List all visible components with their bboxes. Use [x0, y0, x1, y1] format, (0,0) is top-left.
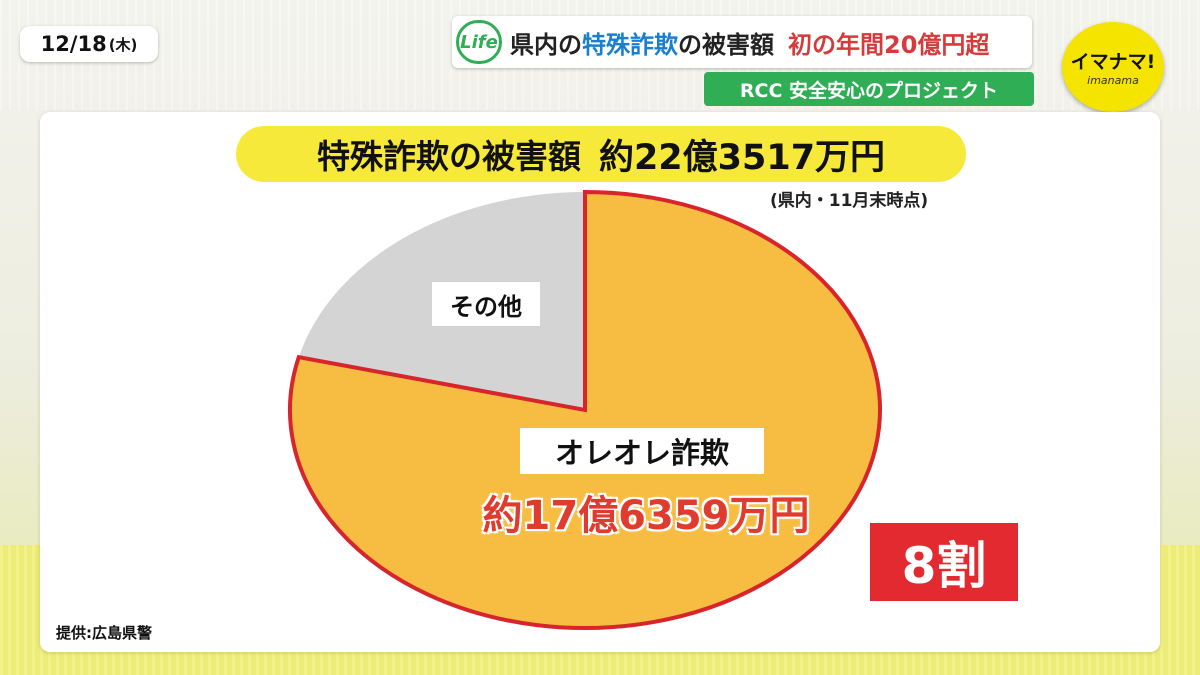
logo-sub: imanama [1087, 74, 1139, 87]
share-badge: 8割 [870, 523, 1018, 601]
headline-part4: 初の年間20億円超 [788, 30, 990, 59]
date-day: 12/18 [40, 32, 107, 56]
date-badge: 12/18 (木) [20, 26, 158, 62]
slice-label-ore-ore: オレオレ詐欺 [520, 428, 764, 474]
headline-part2: 特殊詐欺 [582, 30, 678, 59]
slice-label-other: その他 [432, 282, 540, 326]
pie-slice-ore-ore [287, 189, 882, 630]
date-weekday: (木) [108, 35, 138, 54]
headline-part3: の被害額 [678, 30, 774, 59]
subheadline: RCC 安全安心のプロジェクト [704, 72, 1034, 106]
slice-value-ore-ore: 約17億6359万円 [482, 493, 810, 539]
chart-total: 約22億3517万円 [598, 137, 886, 178]
logo-main: イマナマ! [1070, 51, 1156, 73]
headline-part1: 県内の [510, 30, 582, 59]
headline-banner: Life 県内の特殊詐欺の被害額 初の年間20億円超 [452, 16, 1032, 68]
source-credit: 提供:広島県警 [56, 624, 152, 642]
program-logo: イマナマ! imanama [1062, 22, 1164, 112]
chart-note: (県内・11月末時点) [770, 191, 929, 211]
headline-text: 県内の特殊詐欺の被害額 初の年間20億円超 [510, 25, 989, 60]
chart-title-box: 特殊詐欺の被害額 約22億3517万円 [236, 126, 966, 182]
life-badge: Life [456, 20, 502, 64]
chart-title: 特殊詐欺の被害額 [316, 137, 581, 176]
